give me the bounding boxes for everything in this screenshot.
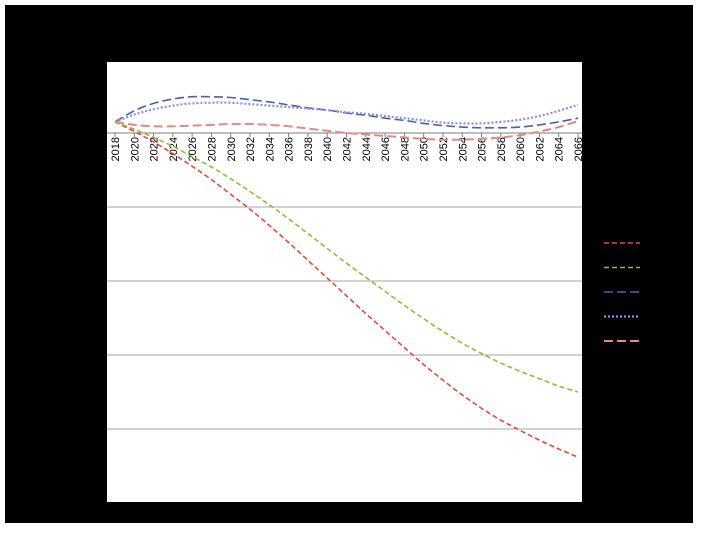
x-tick-label: 2050 <box>419 137 431 161</box>
x-tick-label: 2038 <box>303 137 315 161</box>
x-tick-label: 2040 <box>322 137 334 161</box>
x-tick-label: 2024 <box>168 137 180 161</box>
x-tick-label: 2034 <box>264 137 276 161</box>
series-line-1 <box>114 121 579 458</box>
gridlines <box>107 206 582 430</box>
series-line-3 <box>114 95 579 129</box>
x-tick-label: 2036 <box>284 137 296 161</box>
x-tick-label: 2048 <box>399 137 411 161</box>
x-tick-label: 2018 <box>110 137 122 161</box>
x-tick-label: 2062 <box>534 137 546 161</box>
x-tick-label: 2032 <box>245 137 257 161</box>
x-tick-label: 2022 <box>149 137 161 161</box>
plot-area <box>107 62 582 502</box>
x-tick-label: 2058 <box>496 137 508 161</box>
x-tick-label: 2020 <box>129 137 141 161</box>
x-tick-label: 2026 <box>187 137 199 161</box>
x-tick-label: 2044 <box>361 137 373 161</box>
x-tick-label: 2056 <box>477 137 489 161</box>
series-line-2 <box>114 121 579 393</box>
legend <box>604 242 640 342</box>
x-tick-label: 2028 <box>206 137 218 161</box>
x-tick-label: 2064 <box>554 137 566 161</box>
series-line-4 <box>114 101 579 125</box>
x-tick-label: 2042 <box>342 137 354 161</box>
x-tick-label: 2052 <box>438 137 450 161</box>
series-layer <box>114 95 579 458</box>
x-tick-label: 2060 <box>515 137 527 161</box>
x-tick-label: 2054 <box>457 137 469 161</box>
x-axis: 2018 2020 2022 2024 2026 2028 2030 2032 2034 2036… <box>107 132 585 161</box>
x-tick-label: 2066 <box>573 137 585 161</box>
x-tick-label: 2046 <box>380 137 392 161</box>
x-tick-label: 2030 <box>226 137 238 161</box>
